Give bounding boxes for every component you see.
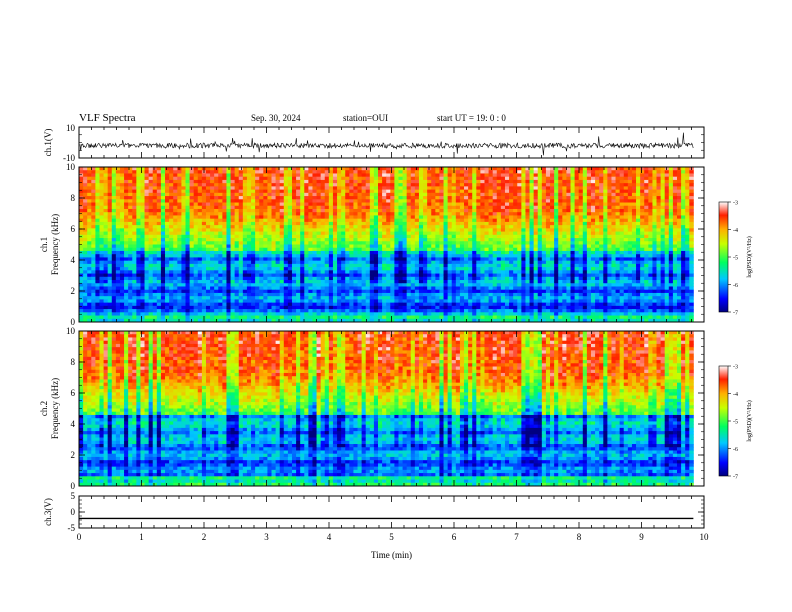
y-tick-label: 10	[66, 326, 76, 336]
y-tick-label: 5	[71, 491, 76, 501]
y-tick-label: 0	[71, 481, 76, 491]
colorbar-tick-label: -7	[733, 475, 738, 481]
x-tick-label: 3	[264, 532, 269, 542]
colorbar-tick-label: -6	[733, 447, 738, 453]
y-tick-label: 8	[71, 357, 76, 367]
y-tick-label: 10	[66, 123, 76, 133]
y-tick-label: -10	[63, 153, 75, 163]
x-axis-label: Time (min)	[371, 550, 412, 560]
ch3-ylabel: ch.3(V)	[43, 498, 53, 526]
station-label: station=OUI	[343, 113, 389, 123]
y-tick-label: 0	[71, 317, 76, 327]
start-time-label: start UT = 19: 0 : 0	[437, 113, 506, 123]
colorbar-tick-label: -5	[733, 420, 738, 426]
ch1-waveform-y-ticks	[79, 126, 704, 159]
colorbar-tick-label: -4	[733, 392, 738, 398]
y-tick-label: 8	[71, 193, 76, 203]
x-tick-label: 8	[577, 532, 582, 542]
x-tick-label: 0	[77, 532, 82, 542]
spectrogram-ch1	[79, 167, 694, 323]
x-tick-label: 2	[202, 532, 207, 542]
date-label: Sep. 30, 2024	[251, 113, 301, 123]
y-tick-label: 4	[71, 255, 76, 265]
y-tick-label: 6	[71, 388, 76, 398]
colorbar-tick-label: -3	[733, 365, 738, 371]
ch3-waveform-y-ticks	[79, 495, 704, 529]
colorbar-label: log(PSD)(V²/Hz)	[746, 236, 753, 277]
spectrogram-2-y-ticks	[79, 330, 704, 487]
spectrogram-1-y-ticks	[79, 166, 704, 323]
x-tick-label: 5	[389, 532, 394, 542]
time-ticks	[78, 496, 705, 528]
frequency-ylabel: Frequency (kHz)	[50, 214, 60, 275]
colorbar-tick-label: -7	[733, 311, 738, 317]
colorbar-tick-label: -5	[733, 256, 738, 262]
colorbar-tick-label: -3	[733, 201, 738, 207]
x-tick-label: 6	[452, 532, 457, 542]
time-ticks	[78, 167, 705, 322]
channel-label: ch.1	[39, 237, 49, 252]
y-tick-label: 6	[71, 224, 76, 234]
ch1-ylabel: ch.1(V)	[43, 129, 53, 157]
y-tick-label: 4	[71, 419, 76, 429]
x-tick-label: 9	[639, 532, 644, 542]
y-tick-label: -5	[68, 523, 76, 533]
time-ticks	[78, 127, 705, 158]
chart-title: VLF Spectra	[79, 112, 136, 124]
colorbar	[718, 365, 729, 477]
colorbar-label: log(PSD)(V²/Hz)	[746, 400, 753, 441]
channel-label: ch.2	[39, 401, 49, 416]
y-tick-label: 0	[71, 507, 76, 517]
colorbar	[718, 201, 729, 313]
ch1-waveform-line	[79, 132, 694, 156]
frequency-ylabel: Frequency (kHz)	[50, 378, 60, 439]
x-tick-label: 4	[327, 532, 332, 542]
x-tick-label: 7	[514, 532, 519, 542]
colorbar-tick-label: -6	[733, 283, 738, 289]
y-tick-label: 10	[66, 162, 76, 172]
x-tick-label: 10	[700, 532, 710, 542]
colorbar-tick-label: -4	[733, 228, 738, 234]
y-tick-label: 2	[71, 286, 76, 296]
spectrogram-ch2	[79, 331, 694, 487]
x-tick-label: 1	[139, 532, 144, 542]
y-tick-label: 2	[71, 450, 76, 460]
time-ticks	[78, 331, 705, 486]
